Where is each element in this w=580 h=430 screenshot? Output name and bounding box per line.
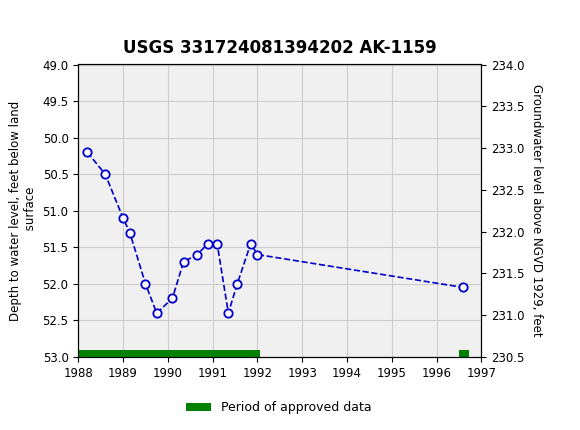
Y-axis label: Groundwater level above NGVD 1929, feet: Groundwater level above NGVD 1929, feet [530, 84, 543, 337]
Title: USGS 331724081394202 AK-1159: USGS 331724081394202 AK-1159 [123, 40, 437, 57]
Legend: Period of approved data: Period of approved data [180, 396, 376, 419]
Bar [78, 350, 260, 359]
Bar [459, 350, 469, 359]
Y-axis label: Depth to water level, feet below land
 surface: Depth to water level, feet below land su… [9, 101, 37, 321]
Text: █USGS: █USGS [9, 9, 63, 30]
